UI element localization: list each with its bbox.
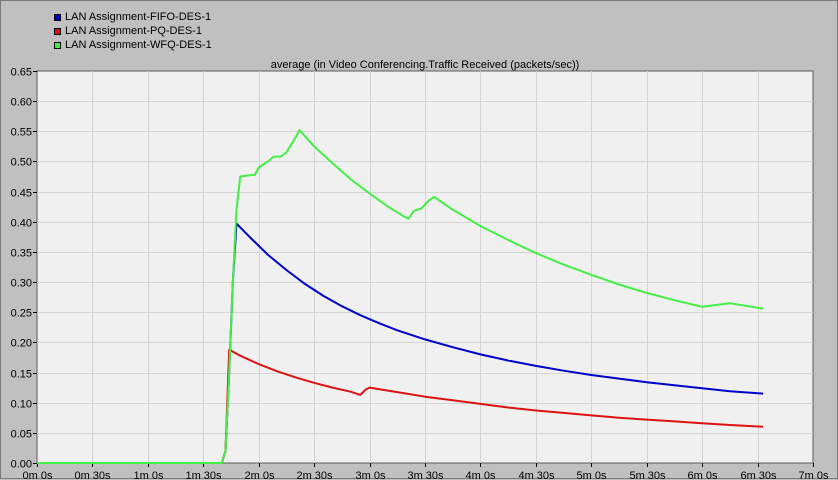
series-line-1 bbox=[37, 348, 764, 464]
legend-swatch-pq bbox=[54, 27, 61, 35]
x-tick-label: 6m 30s bbox=[740, 470, 777, 480]
y-tick-label: 0.00 bbox=[11, 459, 32, 471]
y-tick-label: 0.30 bbox=[11, 278, 32, 290]
legend-item-fifo: LAN Assignment-FIFO-DES-1 bbox=[54, 10, 212, 24]
y-tick-label: 0.50 bbox=[11, 157, 32, 169]
legend-label-pq: LAN Assignment-PQ-DES-1 bbox=[65, 25, 202, 37]
x-tick-label: 6m 0s bbox=[688, 470, 718, 480]
y-tick-label: 0.25 bbox=[11, 308, 32, 320]
y-tick-label: 0.05 bbox=[11, 429, 32, 441]
y-tick-label: 0.55 bbox=[11, 127, 32, 139]
x-tick-label: 7m 0s bbox=[799, 470, 829, 480]
y-tick-label: 0.35 bbox=[11, 248, 32, 260]
x-tick-label: 4m 30s bbox=[518, 470, 555, 480]
legend-item-pq: LAN Assignment-PQ-DES-1 bbox=[54, 24, 212, 38]
x-tick-label: 0m 30s bbox=[74, 470, 111, 480]
y-tick-label: 0.65 bbox=[11, 67, 32, 79]
chart-title: average (in Video Conferencing.Traffic R… bbox=[270, 59, 580, 71]
x-tick-label: 5m 0s bbox=[577, 470, 607, 480]
x-tick-label: 1m 30s bbox=[185, 470, 222, 480]
legend-swatch-wfq bbox=[54, 41, 61, 49]
y-tick-label: 0.15 bbox=[11, 369, 32, 381]
x-tick-label: 2m 30s bbox=[296, 470, 333, 480]
y-tick-label: 0.60 bbox=[11, 97, 32, 109]
series-line-2 bbox=[37, 129, 764, 464]
y-tick-label: 0.45 bbox=[11, 188, 32, 200]
x-tick-label: 2m 0s bbox=[245, 470, 275, 480]
y-tick-label: 0.20 bbox=[11, 338, 32, 350]
legend-label-fifo: LAN Assignment-FIFO-DES-1 bbox=[65, 11, 212, 23]
x-tick-label: 3m 0s bbox=[356, 470, 386, 480]
x-tick-label: 5m 30s bbox=[629, 470, 666, 480]
x-tick-label: 0m 0s bbox=[23, 470, 53, 480]
legend-label-wfq: LAN Assignment-WFQ-DES-1 bbox=[65, 39, 212, 51]
x-tick-label: 4m 0s bbox=[466, 470, 496, 480]
legend-swatch-fifo bbox=[54, 13, 61, 21]
legend: LAN Assignment-FIFO-DES-1 LAN Assignment… bbox=[54, 10, 212, 52]
x-tick-label: 1m 0s bbox=[134, 470, 164, 480]
legend-item-wfq: LAN Assignment-WFQ-DES-1 bbox=[54, 38, 212, 52]
y-tick-label: 0.10 bbox=[11, 399, 32, 411]
x-tick-label: 3m 30s bbox=[407, 470, 444, 480]
y-tick-label: 0.40 bbox=[11, 218, 32, 230]
